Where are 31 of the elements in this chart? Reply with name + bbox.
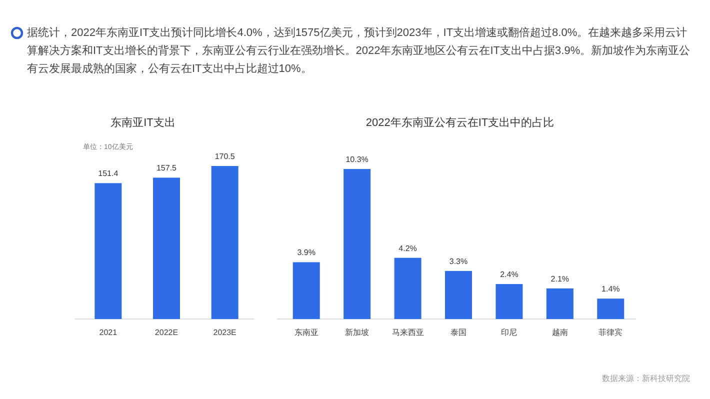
bar (546, 288, 574, 319)
bar (292, 262, 320, 319)
data-label: 151.4 (98, 169, 119, 178)
data-label: 170.5 (214, 152, 236, 161)
x-tick-label: 菲律宾 (598, 328, 623, 337)
data-label: 3.9% (297, 248, 316, 258)
x-tick-label: 泰国 (450, 328, 466, 337)
x-tick-label: 越南 (552, 328, 568, 337)
data-label: 10.3% (346, 155, 368, 164)
data-label: 4.2% (398, 244, 417, 253)
x-tick-label: 新加坡 (345, 328, 370, 337)
data-label: 157.5 (156, 164, 178, 173)
chart-title: 2022年东南亚公有云在IT支出中的占比 (366, 116, 554, 129)
text: 据统计，2022年东南亚IT支出预计同比增长4.0%，达到1575亿美元，预计到2023年，IT支出增速或翻倍超过8.0%。在越来越多采用云计算解决方案和IT支出增长的背景下，东南亚公有云行业在强劲增长。2022年东南亚地区公有云在IT支出中占据3.9%。新加坡作为东南亚公有云发展最成熟的国家，公有云在IT支出中占比超过10%。 (27, 26, 692, 77)
data-label: 1.4% (602, 284, 620, 294)
x-tick-label: 东南亚 (294, 328, 318, 337)
data-label: 3.3% (449, 256, 468, 266)
bar (394, 258, 422, 319)
x-tick-label: 2023E (213, 328, 236, 337)
chart-title: 东南亚IT支出 (110, 116, 176, 129)
x-tick-label: 印尼 (501, 328, 518, 337)
source-note: 数据来源：新科技研究院 (602, 374, 690, 383)
data-label: 2.4% (500, 270, 518, 280)
x-tick-label: 2022E (154, 328, 178, 337)
x-tick-label: 2021 (99, 328, 118, 337)
bar (496, 284, 523, 319)
bar (344, 169, 371, 319)
x-tick-label: 马来西亚 (392, 328, 424, 337)
bar (597, 298, 624, 319)
data-label: 2.1% (550, 274, 570, 284)
bar (445, 270, 472, 319)
